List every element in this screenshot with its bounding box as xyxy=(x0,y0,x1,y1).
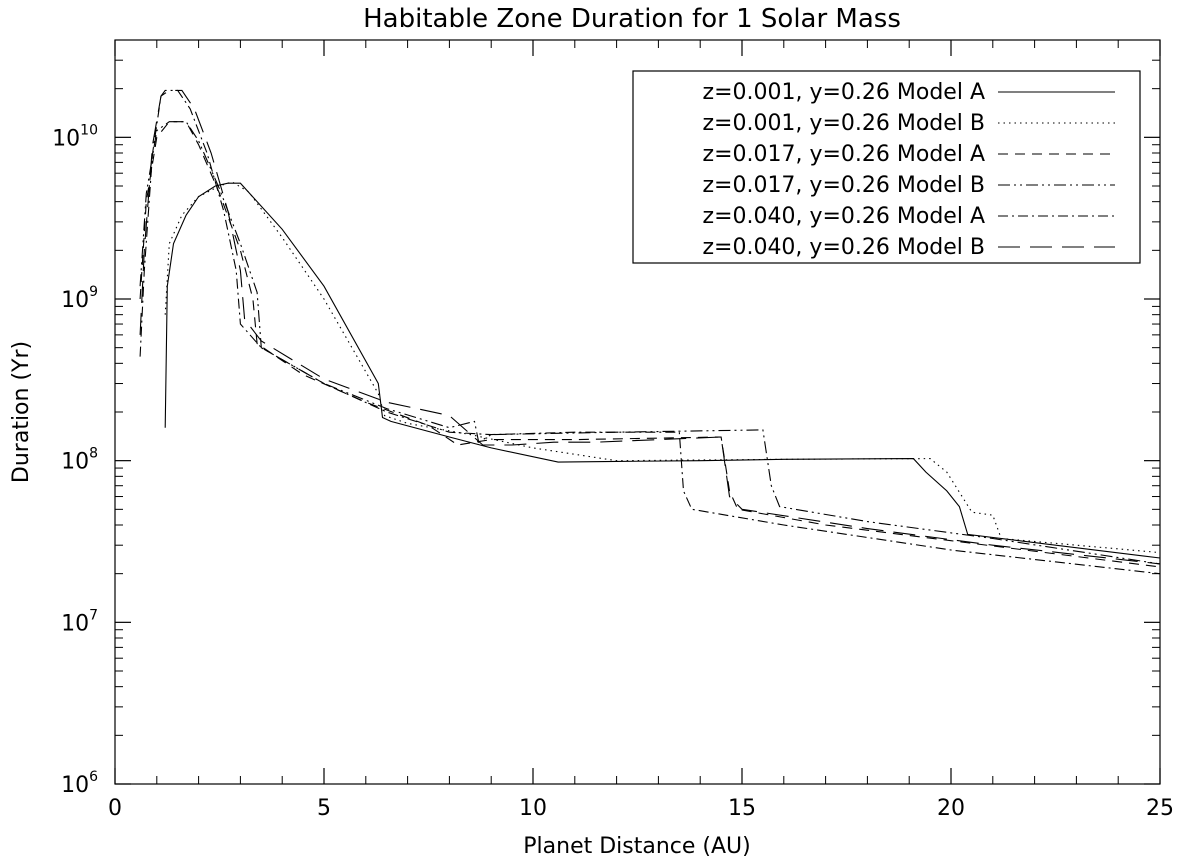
legend-label: z=0.040, y=0.26 Model A xyxy=(703,204,985,229)
legend-label: z=0.017, y=0.26 Model B xyxy=(702,173,985,198)
legend-label: z=0.040, y=0.26 Model B xyxy=(702,235,985,260)
y-tick-label: 109 xyxy=(61,284,98,313)
series-line-5 xyxy=(139,89,1161,575)
x-tick-label: 10 xyxy=(519,796,547,821)
x-axis-label: Planet Distance (AU) xyxy=(523,834,750,859)
y-tick-label: 106 xyxy=(61,769,98,798)
y-tick-label: 107 xyxy=(61,607,98,636)
axes: 0 5 10 15 20 25 106 107 108 109 1010 xyxy=(52,39,1174,821)
x-tick-label: 20 xyxy=(937,796,965,821)
x-tick-label: 25 xyxy=(1146,796,1174,821)
series-line-4 xyxy=(139,121,1161,565)
x-tick-label: 15 xyxy=(728,796,756,821)
y-tick-label: 1010 xyxy=(52,122,98,151)
legend-box xyxy=(632,70,1141,264)
series-line-6 xyxy=(139,89,1161,565)
x-tick-label: 0 xyxy=(108,796,122,821)
legend-label: z=0.017, y=0.26 Model A xyxy=(703,142,985,167)
y-axis-label: Duration (Yr) xyxy=(9,341,34,483)
y-tick-label: 108 xyxy=(61,446,98,475)
legend-label: z=0.001, y=0.26 Model B xyxy=(702,111,985,136)
x-tick-label: 5 xyxy=(317,796,331,821)
legend: z=0.001, y=0.26 Model A z=0.001, y=0.26 M… xyxy=(632,70,1141,264)
chart-title: Habitable Zone Duration for 1 Solar Mass xyxy=(363,4,901,34)
series-line-3 xyxy=(139,121,1161,568)
series-layer xyxy=(139,89,1161,575)
legend-label: z=0.001, y=0.26 Model A xyxy=(703,80,985,105)
